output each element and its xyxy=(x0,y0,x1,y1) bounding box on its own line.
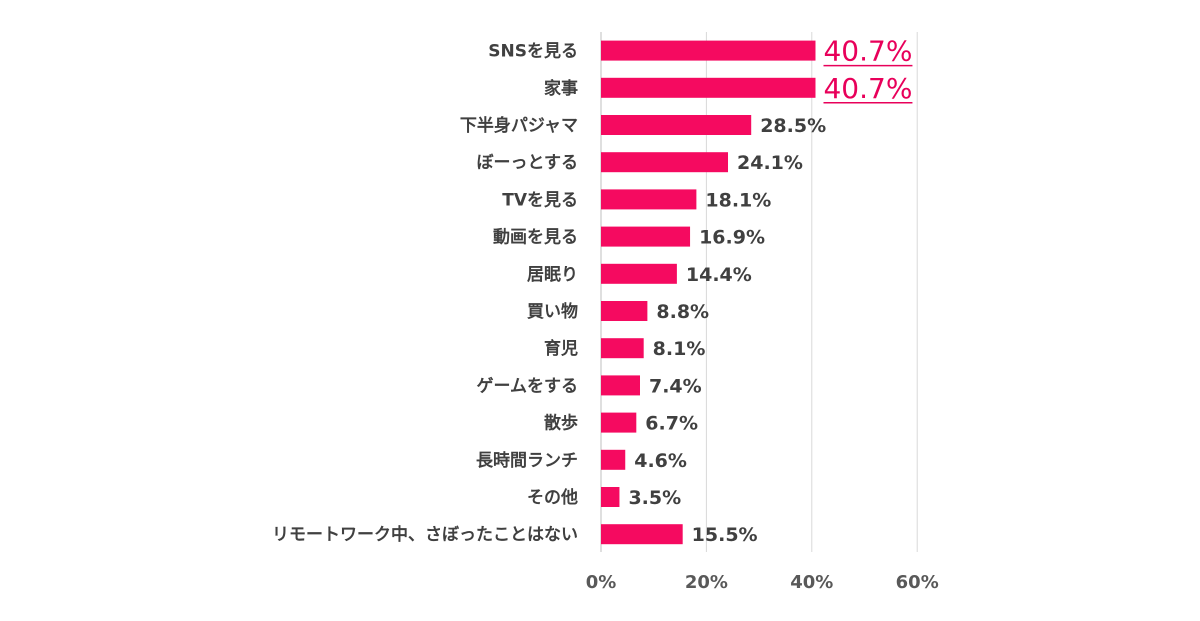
category-label: ゲームをする xyxy=(477,375,579,396)
x-tick-label: 20% xyxy=(685,572,728,593)
value-label: 3.5% xyxy=(628,487,681,509)
bar xyxy=(601,226,691,247)
x-axis: 0% 20% 40% 60% xyxy=(586,572,939,593)
bar xyxy=(601,412,637,433)
category-label: 育児 xyxy=(544,338,578,359)
bar xyxy=(601,524,683,545)
bar xyxy=(601,375,640,396)
bar xyxy=(601,338,644,359)
value-label: 16.9% xyxy=(699,227,765,249)
value-label: 7.4% xyxy=(649,375,702,397)
bar xyxy=(601,263,677,284)
x-tick-label: 0% xyxy=(586,572,617,593)
bar xyxy=(601,487,620,507)
value-label: 15.5% xyxy=(692,524,758,546)
category-label: TVを見る xyxy=(502,190,578,210)
x-tick-label: 60% xyxy=(896,572,939,593)
bar xyxy=(601,77,816,98)
value-label: 40.7% xyxy=(823,72,912,105)
bar xyxy=(601,152,729,173)
gridlines xyxy=(600,32,918,552)
category-label: ぼーっとする xyxy=(477,153,579,173)
x-tick-label: 40% xyxy=(790,572,833,593)
value-label: 18.1% xyxy=(705,189,771,211)
value-label: 6.7% xyxy=(645,413,698,435)
bar xyxy=(601,40,816,61)
category-label: SNSを見る xyxy=(488,42,578,62)
category-label: その他 xyxy=(527,487,578,508)
bar xyxy=(601,115,752,135)
value-label: 28.5% xyxy=(760,115,826,137)
value-label: 14.4% xyxy=(686,264,752,286)
value-label: 8.1% xyxy=(653,338,706,360)
category-label: 長時間ランチ xyxy=(476,450,578,471)
bar xyxy=(601,301,648,321)
value-label: 8.8% xyxy=(656,301,709,323)
category-label: 下半身パジャマ xyxy=(460,115,578,136)
value-label: 40.7% xyxy=(823,35,912,68)
category-label: 買い物 xyxy=(527,301,578,322)
category-label: 家事 xyxy=(544,78,578,99)
value-label: 4.6% xyxy=(634,450,687,472)
value-label: 24.1% xyxy=(737,152,803,174)
bar xyxy=(601,449,626,470)
category-label: 動画を見る xyxy=(493,227,578,248)
category-label: 散歩 xyxy=(544,413,578,434)
category-label: リモートワーク中、さぼったことはない xyxy=(272,524,578,545)
labels: SNSを見る 40.7% 家事 40.7% 下半身パジャマ 28.5% ぼーっとする 24.1… xyxy=(272,35,913,546)
bar xyxy=(601,189,697,210)
category-label: 居眠り xyxy=(527,265,578,285)
bars xyxy=(601,40,816,545)
